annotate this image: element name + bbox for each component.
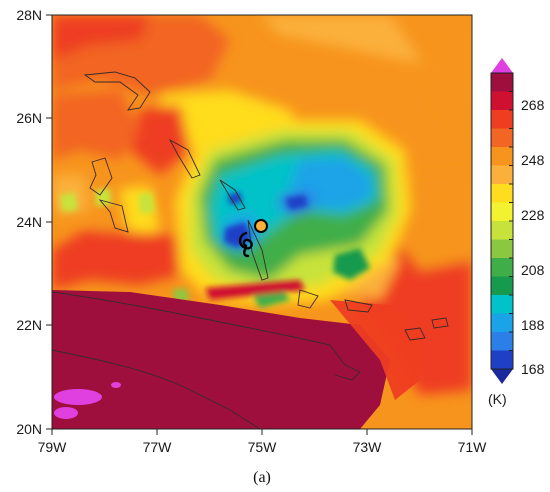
colorbar-tick-label: 228 bbox=[521, 207, 545, 223]
colorbar-segment bbox=[491, 313, 513, 333]
colorbar-segment bbox=[491, 184, 513, 203]
colorbar-segment bbox=[491, 91, 513, 111]
x-tick-label: 73W bbox=[353, 439, 383, 455]
x-tick-label: 75W bbox=[248, 439, 278, 455]
y-tick-label: 26N bbox=[16, 110, 42, 126]
temperature-field bbox=[52, 15, 472, 429]
colorbar-segment bbox=[491, 165, 513, 185]
y-tick-label: 20N bbox=[16, 421, 42, 437]
colorbar-segment bbox=[491, 295, 513, 314]
colorbar-tick-label: 248 bbox=[521, 152, 545, 168]
colorbar-tick-label: 268 bbox=[521, 97, 545, 113]
colorbar-tick-label: 188 bbox=[521, 317, 545, 333]
colorbar-segment bbox=[491, 276, 513, 296]
colorbar-segment bbox=[491, 239, 513, 259]
y-tick-label: 24N bbox=[16, 214, 42, 230]
x-tick-label: 77W bbox=[143, 439, 173, 455]
colorbar-segment bbox=[491, 202, 513, 222]
colorbar-tick-label: 208 bbox=[521, 262, 545, 278]
y-tick-label: 22N bbox=[16, 317, 42, 333]
colorbar-over-triangle bbox=[491, 58, 513, 73]
colorbar-segment bbox=[491, 147, 513, 166]
x-tick-label: 79W bbox=[38, 439, 68, 455]
colorbar-segment bbox=[491, 110, 513, 129]
figure-caption: (a) bbox=[253, 469, 271, 486]
cold-cloud-south bbox=[52, 290, 390, 429]
colorbar-segment bbox=[491, 221, 513, 240]
colorbar bbox=[490, 58, 514, 384]
coastlines bbox=[52, 71, 449, 429]
y-tick-label: 28N bbox=[16, 7, 42, 23]
colorbar-unit-label: (K) bbox=[488, 391, 507, 407]
colorbar-segment bbox=[491, 258, 513, 277]
circle-marker bbox=[254, 219, 268, 233]
colorbar-under-triangle bbox=[491, 369, 513, 384]
axis-ticks bbox=[46, 14, 473, 435]
hurricane-symbol bbox=[238, 231, 253, 258]
colorbar-segment bbox=[491, 73, 513, 92]
colorbar-segment bbox=[491, 332, 513, 351]
colorbar-segment bbox=[491, 350, 513, 370]
colorbar-tick-label: 168 bbox=[521, 361, 545, 377]
x-tick-label: 71W bbox=[458, 439, 488, 455]
colorbar-segment bbox=[491, 128, 513, 148]
